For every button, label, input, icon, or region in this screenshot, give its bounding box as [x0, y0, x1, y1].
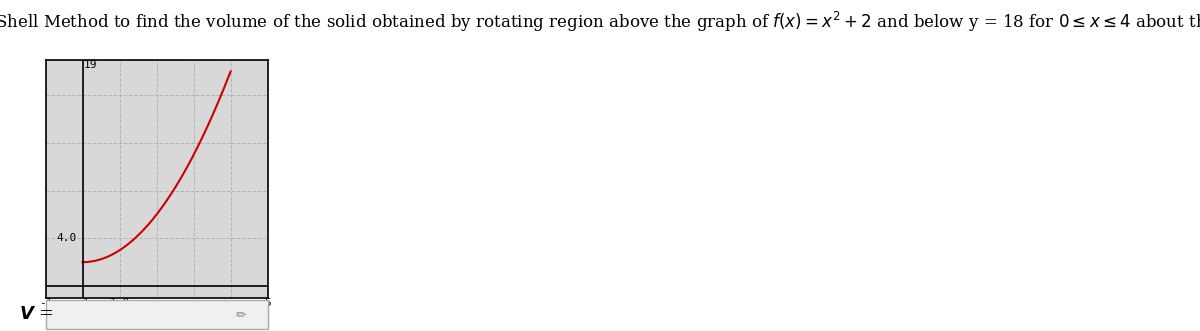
Text: 4.0: 4.0 — [56, 233, 77, 243]
Text: $\boldsymbol{V}$ =: $\boldsymbol{V}$ = — [19, 306, 54, 323]
Text: -1: -1 — [38, 298, 53, 308]
Text: 1.0: 1.0 — [109, 298, 130, 308]
Text: 5: 5 — [264, 298, 271, 308]
Text: ✏: ✏ — [235, 309, 246, 322]
Text: 19: 19 — [83, 60, 97, 70]
Text: Use the Shell Method to find the volume of the solid obtained by rotating region: Use the Shell Method to find the volume … — [0, 10, 1200, 34]
Text: -1: -1 — [76, 298, 89, 308]
